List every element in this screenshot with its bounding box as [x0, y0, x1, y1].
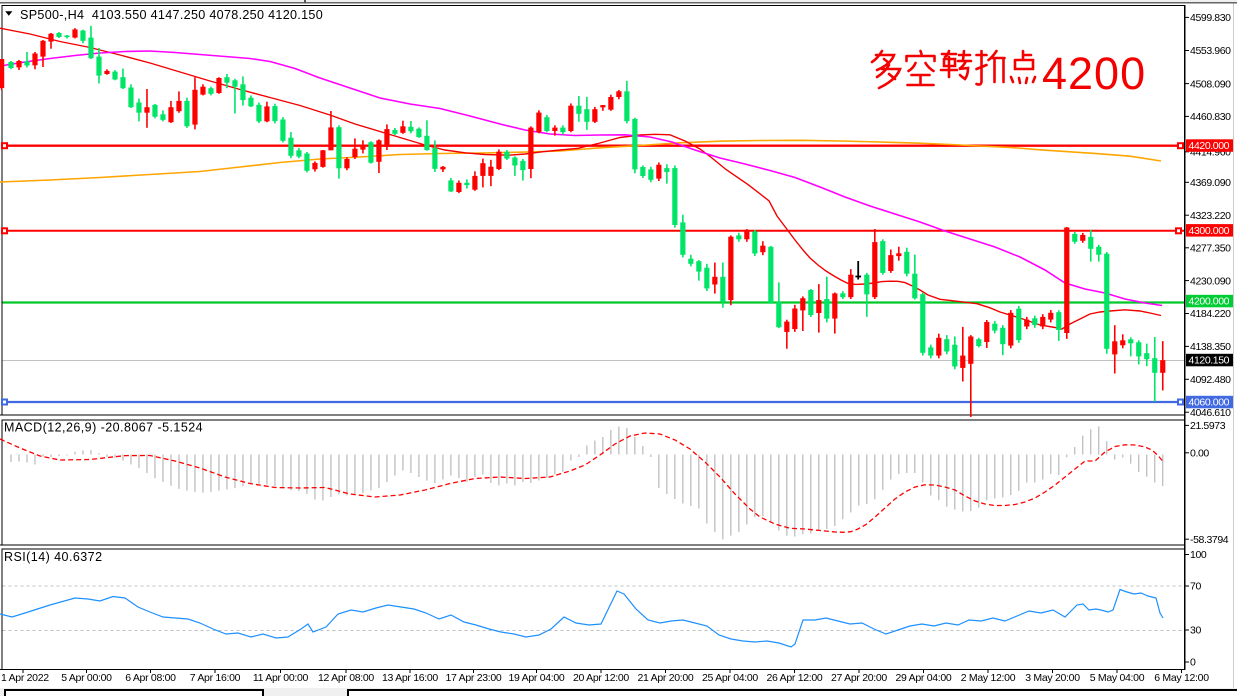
svg-text:30: 30: [1190, 625, 1201, 637]
svg-text:70: 70: [1190, 581, 1201, 593]
svg-text:4300.000: 4300.000: [1189, 225, 1230, 237]
svg-text:4230.090: 4230.090: [1190, 275, 1231, 287]
svg-text:4184.220: 4184.220: [1190, 308, 1231, 320]
svg-text:1 Apr 2022: 1 Apr 2022: [1, 672, 49, 684]
svg-text:MACD(12,26,9) -20.8067 -5.1524: MACD(12,26,9) -20.8067 -5.1524: [4, 421, 203, 435]
svg-text:21.5973: 21.5973: [1190, 420, 1226, 432]
svg-text:2 May 12:00: 2 May 12:00: [961, 672, 1016, 684]
svg-text:20 Apr 12:00: 20 Apr 12:00: [573, 672, 629, 684]
svg-text:3 May 20:00: 3 May 20:00: [1025, 672, 1080, 684]
svg-text:6 May 12:00: 6 May 12:00: [1154, 672, 1209, 684]
svg-text:4420.000: 4420.000: [1189, 140, 1230, 152]
svg-text:19 Apr 04:00: 19 Apr 04:00: [509, 672, 565, 684]
svg-text:26 Apr 12:00: 26 Apr 12:00: [767, 672, 823, 684]
svg-text:0.00: 0.00: [1190, 448, 1209, 460]
svg-text:21 Apr 20:00: 21 Apr 20:00: [638, 672, 694, 684]
svg-text:6 Apr 08:00: 6 Apr 08:00: [125, 672, 176, 684]
svg-text:4120.150: 4120.150: [1189, 355, 1230, 367]
svg-text:4323.220: 4323.220: [1190, 210, 1231, 222]
svg-text:4200.000: 4200.000: [1189, 296, 1230, 308]
svg-text:-58.3794: -58.3794: [1190, 534, 1229, 546]
svg-text:29 Apr 04:00: 29 Apr 04:00: [896, 672, 952, 684]
svg-text:5 May 04:00: 5 May 04:00: [1090, 672, 1145, 684]
svg-text:RSI(14) 40.6372: RSI(14) 40.6372: [4, 550, 102, 564]
svg-text:4460.830: 4460.830: [1190, 111, 1231, 123]
svg-text:4060.000: 4060.000: [1189, 397, 1230, 409]
svg-text:13 Apr 16:00: 13 Apr 16:00: [382, 672, 438, 684]
svg-text:27 Apr 20:00: 27 Apr 20:00: [831, 672, 887, 684]
svg-text:12 Apr 08:00: 12 Apr 08:00: [318, 672, 374, 684]
svg-text:0: 0: [1190, 657, 1196, 669]
svg-text:4277.350: 4277.350: [1190, 243, 1231, 255]
svg-text:4046.610: 4046.610: [1190, 407, 1231, 419]
svg-text:4138.350: 4138.350: [1190, 341, 1231, 353]
svg-text:4200: 4200: [1042, 48, 1146, 99]
svg-text:11 Apr 00:00: 11 Apr 00:00: [253, 672, 309, 684]
svg-text:4599.830: 4599.830: [1190, 12, 1231, 24]
svg-text:5 Apr 00:00: 5 Apr 00:00: [61, 672, 112, 684]
svg-text:7 Apr 16:00: 7 Apr 16:00: [190, 672, 241, 684]
svg-text:SP500-,H4 4103.550 4147.250 4: SP500-,H4 4103.550 4147.250 4078.250 412…: [20, 8, 323, 22]
svg-text:4369.090: 4369.090: [1190, 177, 1231, 189]
svg-text:17 Apr 23:00: 17 Apr 23:00: [446, 672, 502, 684]
svg-text:100: 100: [1190, 549, 1207, 561]
svg-text:4092.480: 4092.480: [1190, 374, 1231, 386]
svg-text:4553.960: 4553.960: [1190, 45, 1231, 57]
svg-text:25 Apr 04:00: 25 Apr 04:00: [702, 672, 758, 684]
svg-text:4508.090: 4508.090: [1190, 78, 1231, 90]
